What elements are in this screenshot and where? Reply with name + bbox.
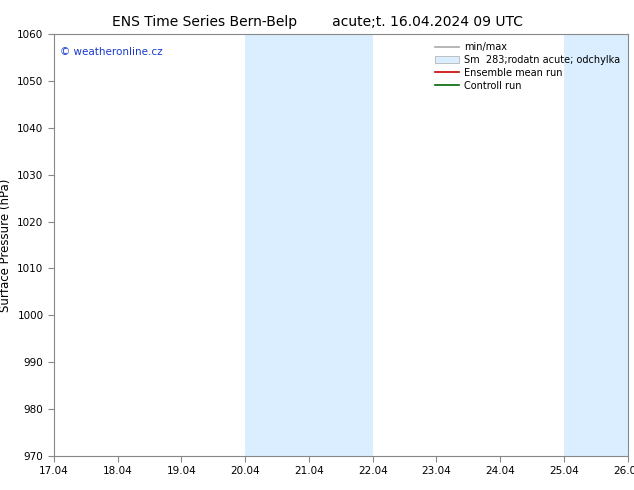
Text: ENS Time Series Bern-Belp        acute;t. 16.04.2024 09 UTC: ENS Time Series Bern-Belp acute;t. 16.04… bbox=[112, 15, 522, 29]
Legend: min/max, Sm  283;rodatn acute; odchylka, Ensemble mean run, Controll run: min/max, Sm 283;rodatn acute; odchylka, … bbox=[432, 39, 623, 94]
Bar bbox=[564, 34, 628, 456]
Text: © weatheronline.cz: © weatheronline.cz bbox=[60, 47, 162, 57]
Bar bbox=[245, 34, 373, 456]
Y-axis label: Surface Pressure (hPa): Surface Pressure (hPa) bbox=[0, 178, 11, 312]
